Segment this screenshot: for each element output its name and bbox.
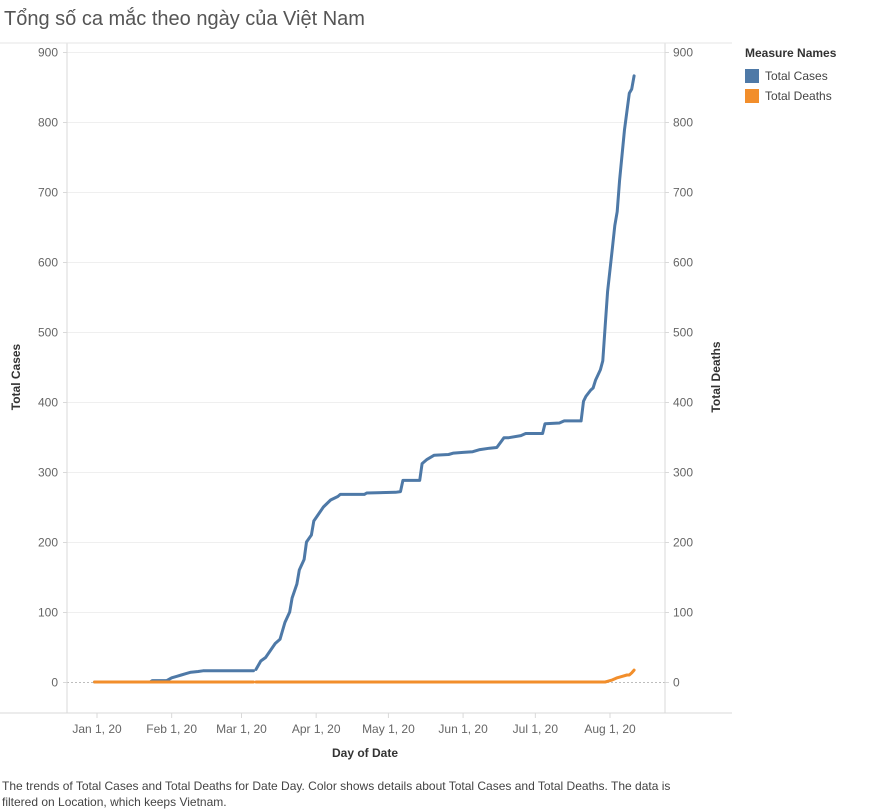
y-tick-label-left: 400	[38, 396, 58, 410]
y-tick-label-right: 700	[673, 186, 693, 200]
series-line-total-cases-segment-2[interactable]	[254, 74, 636, 671]
x-tick-label: Feb 1, 20	[146, 722, 197, 736]
y-tick-label-right: 600	[673, 256, 693, 270]
x-tick-label: Mar 1, 20	[216, 722, 267, 736]
y-tick-label-left: 500	[38, 326, 58, 340]
y-tick-label-left: 200	[38, 536, 58, 550]
legend-title: Measure Names	[745, 46, 837, 60]
grid-lines	[67, 52, 665, 683]
y-tick-label-left: 900	[38, 46, 58, 60]
y-tick-label-left: 700	[38, 186, 58, 200]
series-line-total-cases-segment-1[interactable]	[93, 669, 255, 684]
x-tick-label: Jun 1, 20	[438, 722, 488, 736]
legend-item-total-cases[interactable]: Total Cases	[745, 66, 836, 86]
x-tick-label: May 1, 20	[362, 722, 415, 736]
line-chart: 0 100 200 300 400 500 600 700 800 900 0 100 200 300 4…	[0, 42, 732, 760]
legend-swatch-total-deaths	[745, 89, 759, 103]
legend-label-total-cases: Total Cases	[765, 69, 828, 83]
x-tick-label: Jan 1, 20	[72, 722, 122, 736]
y-tick-label-right: 200	[673, 536, 693, 550]
legend: Measure Names Total Cases Total Deaths	[745, 46, 836, 106]
y-tick-label-right: 500	[673, 326, 693, 340]
y-tick-label-right: 0	[673, 676, 680, 690]
chart-caption: The trends of Total Cases and Total Deat…	[2, 779, 671, 809]
y-tick-label-right: 100	[673, 606, 693, 620]
y-tick-label-left: 300	[38, 466, 58, 480]
legend-swatch-total-cases	[745, 69, 759, 83]
y-axis-title-right: Total Deaths	[709, 341, 723, 412]
legend-item-total-deaths[interactable]: Total Deaths	[745, 86, 836, 106]
y-tick-label-left: 100	[38, 606, 58, 620]
y-tick-label-left: 0	[51, 676, 58, 690]
chart-title: Tổng số ca mắc theo ngày của Việt Nam	[4, 8, 365, 30]
y-tick-label-left: 800	[38, 116, 58, 130]
x-axis: Jan 1, 20 Feb 1, 20 Mar 1, 20 Apr 1, 20 May …	[72, 713, 636, 736]
series-line-total-deaths-segment-2[interactable]	[254, 668, 636, 684]
x-tick-label: Apr 1, 20	[292, 722, 341, 736]
x-tick-label: Jul 1, 20	[513, 722, 559, 736]
y-tick-label-right: 800	[673, 116, 693, 130]
y-tick-label-right: 400	[673, 396, 693, 410]
y-tick-label-right: 300	[673, 466, 693, 480]
right-y-axis: 0 100 200 300 400 500 600 700 800 900	[665, 46, 693, 690]
legend-label-total-deaths: Total Deaths	[765, 89, 832, 103]
y-tick-label-left: 600	[38, 256, 58, 270]
series-lines	[93, 74, 636, 684]
x-tick-label: Aug 1, 20	[584, 722, 636, 736]
left-y-axis: 0 100 200 300 400 500 600 700 800 900	[38, 46, 67, 690]
x-axis-title: Day of Date	[332, 746, 398, 760]
y-tick-label-right: 900	[673, 46, 693, 60]
y-axis-title-left: Total Cases	[9, 343, 23, 410]
